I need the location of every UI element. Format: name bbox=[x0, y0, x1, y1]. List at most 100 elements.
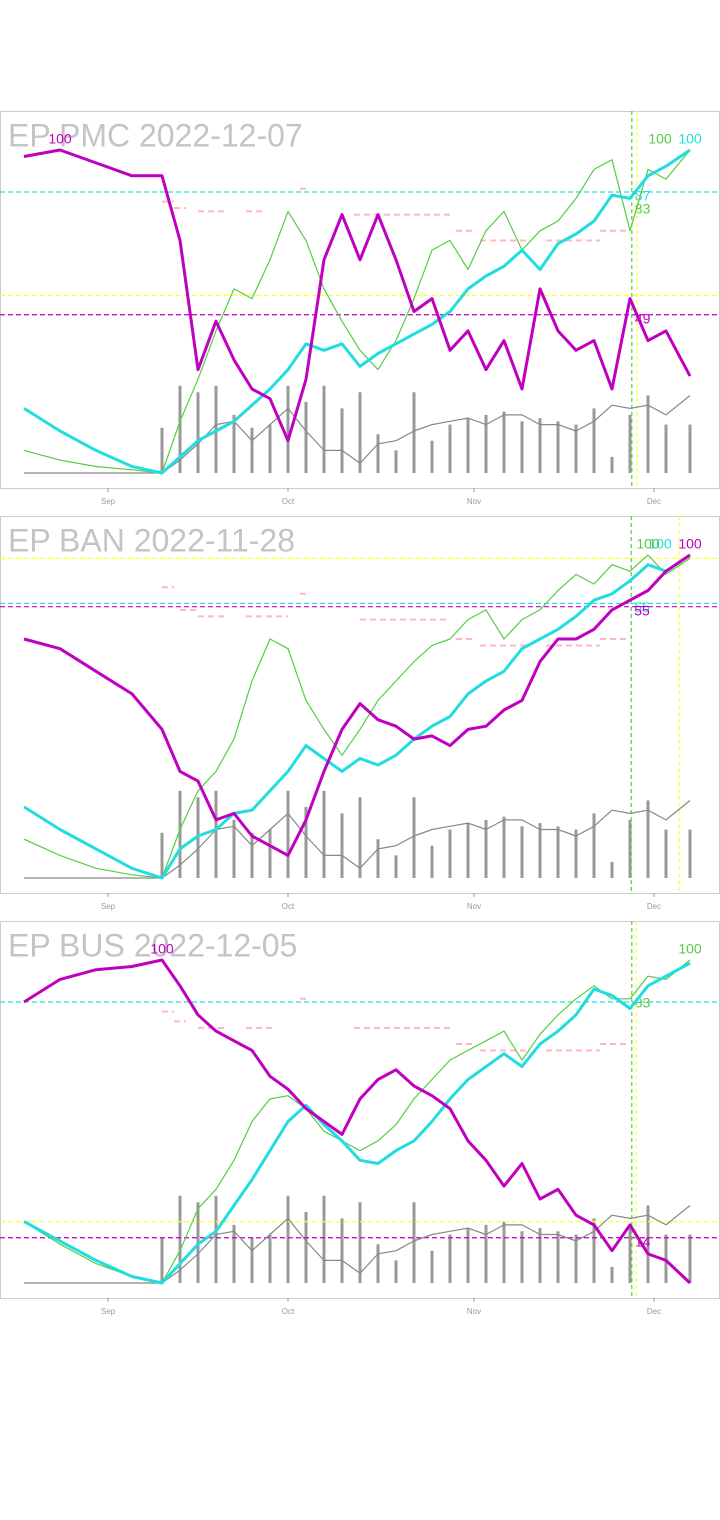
volume-bar bbox=[688, 1234, 692, 1283]
series-line bbox=[23, 554, 691, 879]
volume-bar bbox=[556, 421, 560, 473]
volume-bar bbox=[196, 392, 200, 473]
volume-bar bbox=[466, 418, 470, 473]
peak-label: 100 bbox=[678, 131, 702, 147]
volume-bar bbox=[466, 1228, 470, 1283]
peak-label: 100 bbox=[678, 941, 702, 957]
volume-bar bbox=[286, 385, 290, 473]
peak-label: 100 bbox=[636, 536, 660, 552]
volume-bar bbox=[340, 408, 344, 473]
volume-bar bbox=[484, 1224, 488, 1283]
volume-bar bbox=[268, 829, 272, 878]
volume-bar bbox=[466, 823, 470, 878]
volume-bar bbox=[688, 829, 692, 878]
x-tick-label: Oct bbox=[282, 1307, 295, 1316]
level-note: 83 bbox=[635, 201, 651, 217]
level-note: 55 bbox=[634, 602, 650, 618]
volume-bar bbox=[232, 414, 236, 473]
series-line bbox=[24, 1205, 691, 1284]
volume-bar bbox=[628, 819, 632, 878]
volume-bar bbox=[412, 392, 416, 473]
volume-bar bbox=[232, 819, 236, 878]
series-line bbox=[23, 958, 692, 1285]
volume-bar bbox=[664, 1234, 668, 1283]
volume-bar bbox=[160, 832, 164, 878]
volume-bar bbox=[664, 424, 668, 473]
volume-bar bbox=[520, 421, 524, 473]
volume-bar bbox=[628, 414, 632, 473]
chart-title: EP PMC 2022-12-07 bbox=[8, 117, 303, 153]
volume-bar bbox=[322, 385, 326, 473]
x-tick-label: Sep bbox=[101, 1307, 116, 1316]
volume-bar bbox=[502, 411, 506, 473]
volume-bar bbox=[538, 418, 542, 473]
volume-bar bbox=[646, 800, 650, 878]
volume-bar bbox=[250, 1237, 254, 1283]
volume-bar bbox=[538, 1228, 542, 1283]
series-line bbox=[23, 959, 691, 1284]
chart-title: EP BAN 2022-11-28 bbox=[8, 522, 295, 558]
series-line bbox=[23, 961, 691, 1285]
volume-bar bbox=[610, 1266, 614, 1283]
volume-bar bbox=[448, 1234, 452, 1283]
chart-title: EP BUS 2022-12-05 bbox=[8, 927, 297, 963]
volume-bar bbox=[250, 832, 254, 878]
volume-bar bbox=[520, 826, 524, 878]
volume-bar bbox=[376, 839, 380, 878]
volume-bar bbox=[592, 408, 596, 473]
x-tick-label: Dec bbox=[647, 497, 661, 506]
volume-bar bbox=[376, 434, 380, 473]
volume-bar bbox=[304, 806, 308, 878]
volume-bar bbox=[646, 395, 650, 473]
volume-bar bbox=[430, 1250, 434, 1283]
series-line bbox=[24, 800, 691, 879]
volume-bar bbox=[286, 790, 290, 878]
x-tick-label: Nov bbox=[467, 902, 481, 911]
volume-bar bbox=[250, 427, 254, 473]
volume-bar bbox=[340, 1218, 344, 1283]
volume-bar bbox=[688, 424, 692, 473]
volume-bar bbox=[448, 424, 452, 473]
volume-bar bbox=[232, 1224, 236, 1283]
volume-bar bbox=[304, 401, 308, 473]
series-line bbox=[23, 553, 691, 880]
volume-bar bbox=[484, 819, 488, 878]
volume-bar bbox=[376, 1244, 380, 1283]
volume-bar bbox=[286, 1195, 290, 1283]
volume-bar bbox=[484, 414, 488, 473]
volume-bar bbox=[610, 456, 614, 473]
volume-bar bbox=[412, 797, 416, 878]
volume-bar bbox=[358, 392, 362, 473]
level-note: 83 bbox=[635, 994, 651, 1010]
x-tick-label: Oct bbox=[282, 902, 295, 911]
x-tick-label: Sep bbox=[101, 902, 116, 911]
peak-label: 100 bbox=[648, 131, 672, 147]
x-tick-label: Oct bbox=[282, 497, 295, 506]
series-line bbox=[23, 149, 691, 474]
volume-bar bbox=[178, 1195, 182, 1283]
volume-bar bbox=[160, 427, 164, 473]
x-tick-label: Nov bbox=[467, 497, 481, 506]
volume-bar bbox=[448, 829, 452, 878]
volume-bar bbox=[574, 1234, 578, 1283]
volume-bar bbox=[358, 1202, 362, 1283]
volume-bar bbox=[412, 1202, 416, 1283]
volume-bar bbox=[214, 1195, 218, 1283]
volume-bar bbox=[322, 790, 326, 878]
series-line bbox=[23, 553, 691, 857]
volume-bar bbox=[322, 1195, 326, 1283]
volume-bar bbox=[556, 826, 560, 878]
x-tick-label: Dec bbox=[647, 902, 661, 911]
peak-label: 100 bbox=[648, 536, 672, 552]
volume-bar bbox=[268, 424, 272, 473]
volume-bar bbox=[268, 1234, 272, 1283]
x-tick-label: Sep bbox=[101, 497, 116, 506]
volume-bar bbox=[520, 1231, 524, 1283]
volume-bar bbox=[592, 1218, 596, 1283]
volume-bar bbox=[502, 1221, 506, 1283]
volume-bar bbox=[304, 1211, 308, 1283]
volume-bar bbox=[574, 829, 578, 878]
volume-bar bbox=[664, 829, 668, 878]
